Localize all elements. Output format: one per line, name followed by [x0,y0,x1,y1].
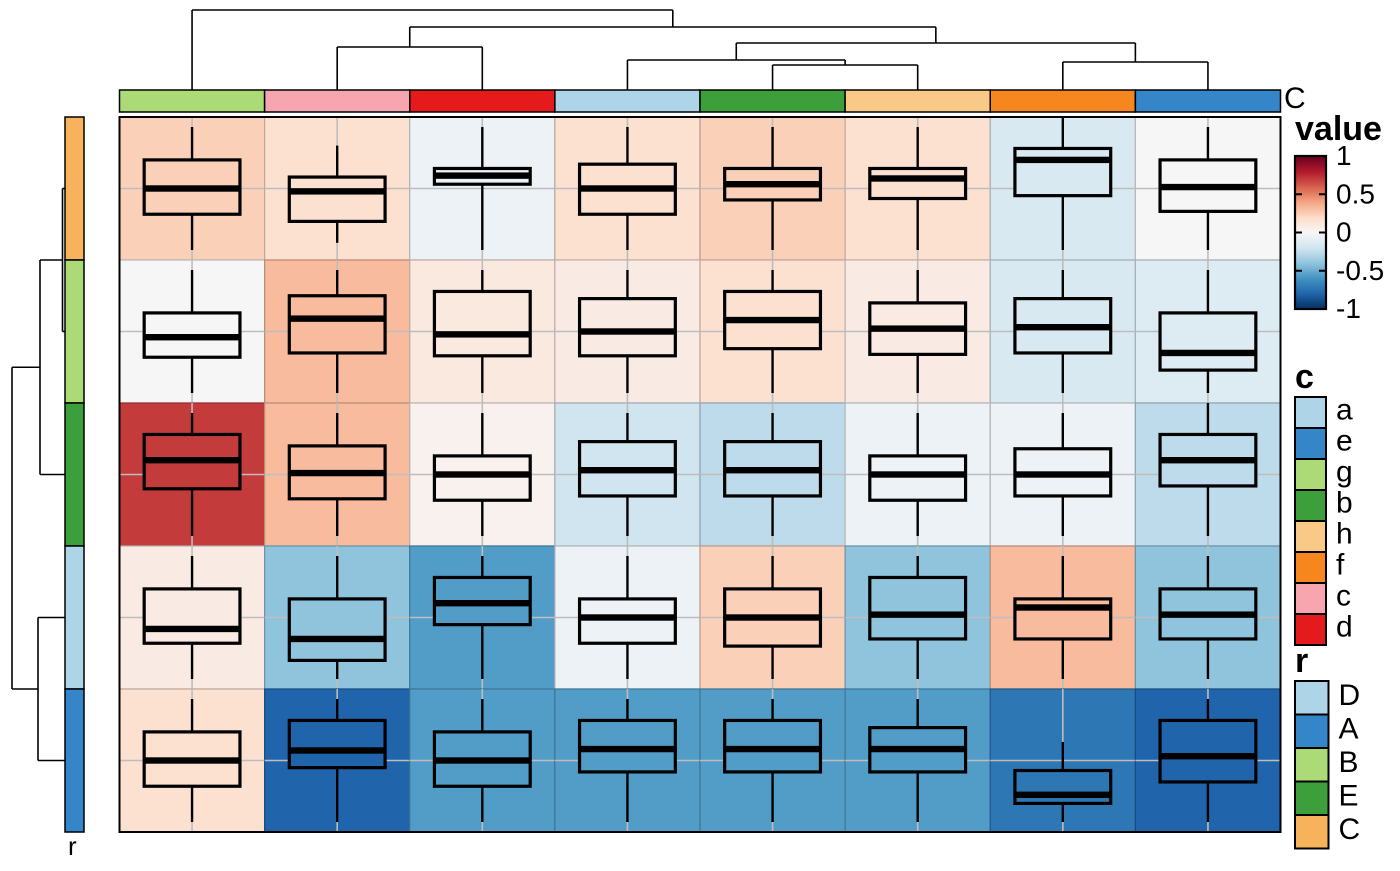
svg-text:d: d [1336,610,1353,643]
svg-text:c: c [1336,579,1351,612]
svg-text:A: A [1339,713,1359,746]
svg-text:b: b [1336,486,1353,519]
svg-text:f: f [1336,548,1345,581]
svg-text:B: B [1339,746,1359,779]
svg-text:r: r [68,831,77,861]
svg-text:1: 1 [1336,140,1352,171]
svg-text:h: h [1336,517,1353,550]
svg-text:E: E [1339,780,1359,813]
svg-text:-0.5: -0.5 [1336,255,1384,286]
svg-text:e: e [1336,424,1353,457]
svg-text:-1: -1 [1336,293,1361,324]
svg-text:C: C [1339,813,1361,846]
svg-text:c: c [1295,358,1314,396]
svg-text:g: g [1336,455,1353,488]
svg-text:r: r [1295,642,1308,680]
svg-text:0: 0 [1336,217,1352,248]
svg-text:0.5: 0.5 [1336,178,1375,209]
svg-text:D: D [1339,679,1361,712]
svg-text:a: a [1336,393,1353,426]
